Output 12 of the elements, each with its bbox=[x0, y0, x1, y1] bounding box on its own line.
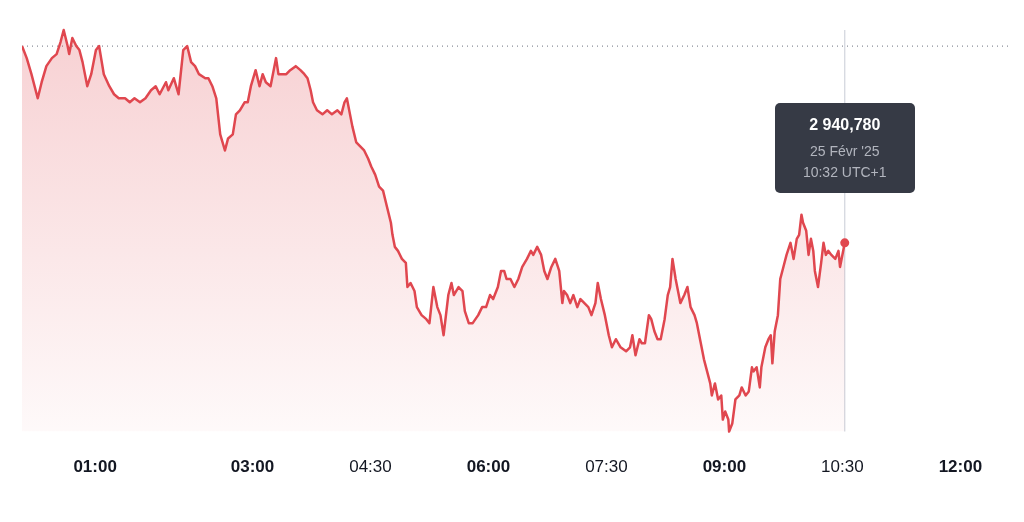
x-tick-label: 03:00 bbox=[230, 457, 275, 477]
x-tick-label: 06:00 bbox=[466, 457, 511, 477]
x-tick-label: 01:00 bbox=[73, 457, 117, 477]
x-tick-label: 12:00 bbox=[938, 457, 983, 477]
tooltip-box: 2 940,780 25 Févr '25 10:32 UTC+1 bbox=[774, 102, 915, 193]
x-tick-label: 04:30 bbox=[349, 457, 392, 477]
x-tick-label: 09:00 bbox=[702, 457, 747, 477]
x-tick-label: 10:30 bbox=[821, 457, 864, 477]
x-tick-label: 07:30 bbox=[585, 457, 628, 477]
annotation: 10:32 UTC+1 bbox=[801, 162, 888, 182]
annotation: 2 940,780 bbox=[808, 114, 882, 135]
annotation: 25 Févr '25 bbox=[808, 141, 881, 161]
